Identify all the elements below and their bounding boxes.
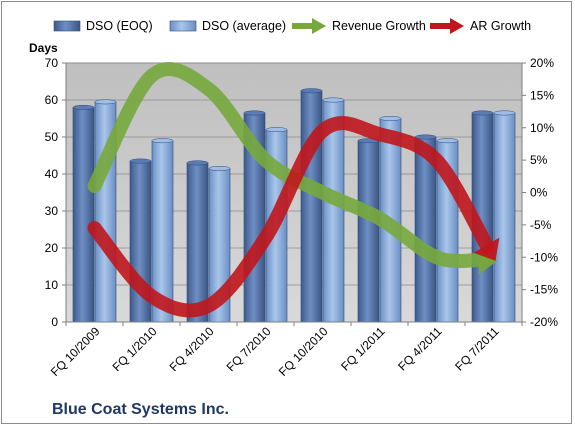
dso-chart: 0 10 20 30 40 50 60 70 -20% -15% -10% -5% 0% 5% 10% 15%… (29, 18, 558, 418)
bar-top (186, 160, 209, 166)
legend-swatch-dso-eoq- (53, 20, 81, 32)
y-left-tick-label: 0 (51, 315, 58, 329)
y-right-tick-label: 0% (530, 186, 548, 200)
bar-top (129, 158, 152, 164)
y-right-tick-label: -20% (530, 315, 558, 329)
bar-top (243, 110, 266, 116)
y-right-tick-label: 15% (530, 88, 554, 102)
company-caption: Blue Coat Systems Inc. (52, 401, 229, 418)
y-left-tick-label: 50 (45, 130, 59, 144)
y-right-tick-label: 10% (530, 121, 554, 135)
y-left-tick-label: 30 (45, 204, 59, 218)
y-left-tick-label: 40 (45, 167, 59, 181)
y-right-tick-label: -15% (530, 283, 558, 297)
x-tick-label: FQ 10/2009 (48, 324, 103, 379)
x-tick-label: FQ 4/2011 (395, 324, 445, 374)
legend-arrow-revenue-growth (312, 18, 326, 34)
bar-top (94, 99, 117, 105)
y-left-tick-label: 20 (45, 241, 59, 255)
bar-top (322, 97, 345, 103)
bar-top (493, 110, 516, 116)
bar-top (471, 110, 494, 116)
bar-dso-eoq (186, 162, 209, 323)
x-tick-label: FQ 7/2010 (224, 324, 274, 374)
bar-top (300, 88, 323, 94)
bar-dso-eoq (357, 140, 380, 323)
x-tick-label: FQ 10/2010 (276, 324, 331, 379)
bar-dso-eoq (72, 107, 95, 323)
revenue-growth-line (87, 62, 488, 268)
y-right-tick-label: -10% (530, 250, 558, 264)
legend-label-dso-average-: DSO (average) (202, 19, 286, 33)
x-tick-label: FQ 1/2010 (110, 324, 160, 374)
y-right-tick-label: -5% (530, 218, 552, 232)
bar-top (436, 138, 459, 144)
legend-arrow-ar-growth (450, 18, 464, 34)
bar-top (72, 104, 95, 110)
x-tick-label: FQ 1/2011 (338, 324, 388, 374)
bar-top (379, 116, 402, 121)
legend-label-dso-eoq-: DSO (EOQ) (86, 19, 153, 33)
y-left-tick-label: 60 (45, 93, 59, 107)
legend-label-ar-growth: AR Growth (470, 19, 531, 33)
ar-growth-line (87, 116, 495, 318)
bar-dso-average (493, 112, 516, 323)
bar-top (151, 138, 174, 144)
y-right-tick-label: 5% (530, 153, 548, 167)
legend-label-revenue-growth: Revenue Growth (332, 19, 426, 33)
bar-top (414, 134, 437, 140)
ar-growth-arrowhead (473, 237, 500, 261)
x-tick-label: FQ 7/2011 (452, 324, 502, 374)
bar-top (265, 127, 288, 133)
x-tick-label: FQ 4/2010 (167, 324, 217, 374)
y-axis-title: Days (29, 41, 58, 55)
legend-swatch-dso-average- (169, 20, 197, 32)
y-left-tick-label: 10 (45, 278, 59, 292)
bar-top (208, 166, 231, 171)
y-left-tick-label: 70 (45, 56, 59, 70)
y-right-tick-label: 20% (530, 56, 554, 70)
